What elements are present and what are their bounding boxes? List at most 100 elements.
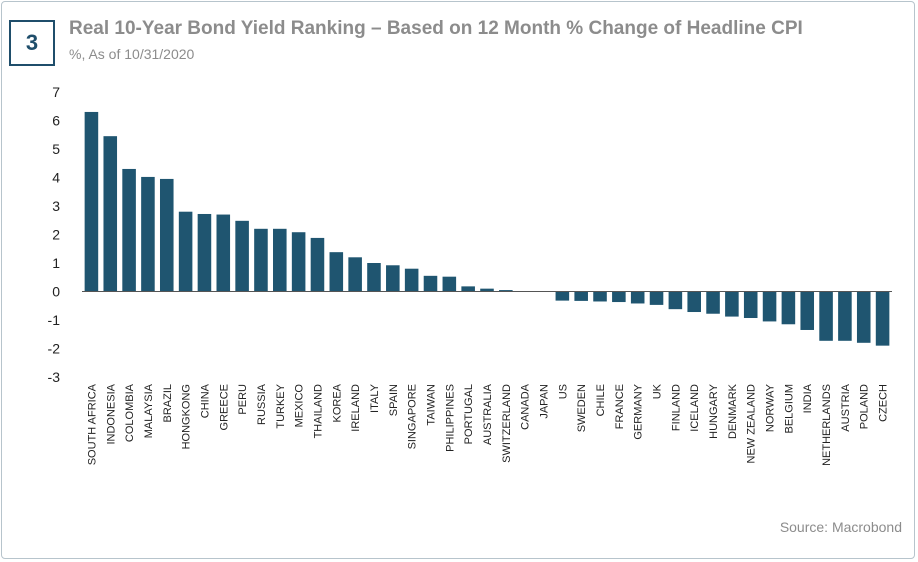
bar [216, 214, 231, 292]
bar [367, 263, 381, 292]
y-tick-label: 1 [52, 255, 60, 271]
x-tick-label: HONGKONG [181, 384, 193, 449]
x-tick-label: GERMANY [633, 383, 645, 439]
x-tick-label: CHINA [199, 383, 211, 418]
bar [668, 291, 683, 310]
bar [235, 220, 249, 292]
x-tick-label: RUSSIA [256, 383, 268, 425]
bar [348, 257, 362, 292]
x-tick-label: MEXICO [294, 384, 306, 428]
x-tick-label: SWEDEN [576, 384, 588, 432]
y-tick-label: 2 [52, 227, 60, 243]
x-tick-label: SINGAPORE [407, 384, 419, 449]
bar [725, 291, 739, 317]
bar [442, 276, 457, 292]
x-tick-label: CHILE [595, 384, 607, 416]
y-tick-label: 6 [52, 113, 60, 129]
x-tick-label: ICELAND [689, 384, 701, 432]
y-tick-label: -3 [48, 369, 61, 385]
bar [197, 213, 212, 292]
figure-number-badge: 3 [9, 20, 55, 66]
x-tick-label: NEW ZEALAND [746, 384, 758, 464]
x-tick-label: PORTUGAL [463, 384, 475, 444]
bar [574, 291, 588, 301]
x-tick-label: PHILIPPINES [444, 384, 456, 452]
x-tick-label: KOREA [331, 383, 343, 422]
x-tick-label: IRELAND [350, 384, 362, 432]
bar [706, 291, 720, 314]
x-tick-label: AUSTRIA [840, 383, 852, 431]
bar [555, 291, 570, 301]
bar [593, 291, 607, 302]
y-tick-label: 4 [52, 170, 60, 186]
bar [329, 252, 344, 292]
chart-title: Real 10-Year Bond Yield Ranking – Based … [69, 18, 803, 39]
bar [178, 211, 193, 292]
x-tick-label: PERU [237, 384, 249, 415]
x-tick-label: POLAND [859, 384, 871, 429]
x-tick-label: FINLAND [670, 384, 682, 431]
bar [103, 136, 118, 292]
bar [273, 228, 287, 292]
x-tick-label: SWITZERLAND [501, 384, 513, 463]
source-note: Source: Macrobond [779, 519, 902, 535]
x-tick-label: US [557, 384, 569, 399]
x-tick-label: INDONESIA [105, 383, 117, 444]
bar [800, 291, 815, 330]
bar [159, 178, 174, 292]
bar [649, 291, 664, 305]
y-tick-label: 7 [52, 84, 60, 100]
x-tick-label: FRANCE [614, 384, 626, 429]
x-tick-label: NETHERLANDS [821, 384, 833, 466]
x-tick-label: CZECH [878, 384, 890, 422]
bar [612, 291, 626, 303]
bar [404, 268, 419, 292]
x-tick-label: TAIWAN [425, 384, 437, 426]
y-tick-label: -2 [48, 341, 61, 357]
chart-subtitle: %, As of 10/31/2020 [69, 46, 195, 62]
x-tick-label: MALAYSIA [143, 383, 155, 438]
bar [122, 168, 136, 292]
bar [499, 290, 513, 292]
bar [254, 228, 268, 292]
bar [480, 288, 494, 292]
bar [141, 176, 155, 292]
x-tick-label: SOUTH AFRICA [86, 383, 98, 465]
x-tick-label: INDIA [802, 383, 814, 413]
x-tick-label: HUNGARY [708, 383, 720, 438]
x-tick-label: CANADA [520, 383, 532, 430]
x-tick-label: UK [652, 383, 664, 399]
y-tick-label: 0 [52, 284, 60, 300]
bar [310, 237, 325, 292]
x-tick-label: ITALY [369, 383, 381, 413]
bar [743, 291, 758, 319]
x-tick-label: TURKEY [275, 383, 287, 428]
bar [291, 232, 306, 292]
y-tick-label: -1 [48, 312, 61, 328]
x-tick-label: AUSTRALIA [482, 383, 494, 445]
bar [423, 275, 438, 292]
y-tick-label: 3 [52, 198, 60, 214]
bar [630, 291, 645, 304]
bar [762, 291, 777, 322]
x-tick-label: COLOMBIA [124, 383, 136, 442]
y-tick-label: 5 [52, 141, 60, 157]
x-tick-label: BRAZIL [162, 384, 174, 423]
bar [875, 291, 890, 346]
bar [461, 286, 475, 292]
x-tick-label: THAILAND [312, 384, 324, 438]
bar [386, 265, 400, 292]
bar [84, 111, 99, 292]
bar [838, 291, 852, 341]
bar [687, 291, 701, 313]
x-tick-label: JAPAN [539, 384, 551, 419]
bar [781, 291, 796, 325]
bar [856, 291, 871, 343]
x-tick-label: GREECE [218, 384, 230, 430]
x-tick-label: BELGIUM [783, 384, 795, 434]
bar [819, 291, 833, 341]
x-tick-label: NORWAY [765, 383, 777, 432]
x-tick-label: DENMARK [727, 383, 739, 439]
